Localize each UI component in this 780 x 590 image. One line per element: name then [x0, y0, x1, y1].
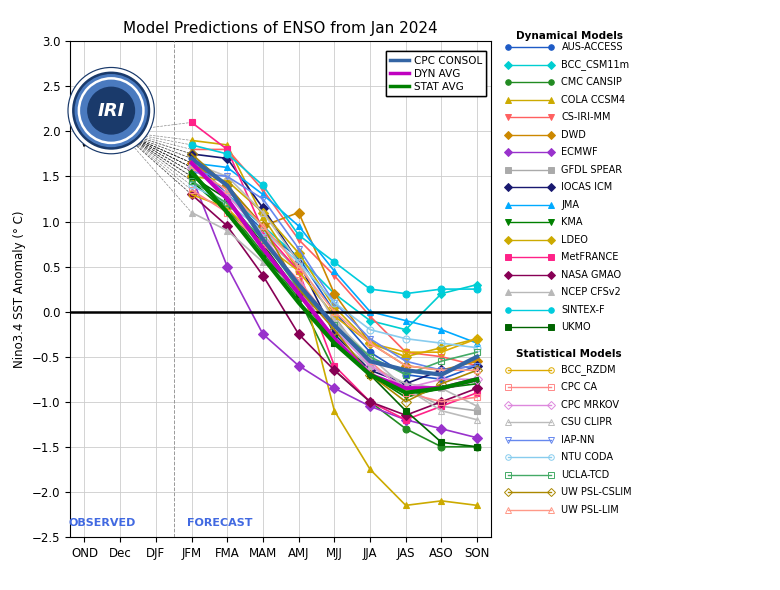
Text: Dynamical Models: Dynamical Models: [516, 31, 623, 41]
Text: UKMO: UKMO: [562, 323, 591, 333]
Title: Model Predictions of ENSO from Jan 2024: Model Predictions of ENSO from Jan 2024: [123, 21, 438, 36]
Y-axis label: Nino3.4 SST Anomaly (° C): Nino3.4 SST Anomaly (° C): [13, 211, 27, 368]
Text: UW PSL-LIM: UW PSL-LIM: [562, 505, 619, 515]
Circle shape: [68, 68, 154, 153]
Text: UCLA-TCD: UCLA-TCD: [562, 470, 610, 480]
Text: MetFRANCE: MetFRANCE: [562, 253, 619, 263]
Legend: CPC CONSOL, DYN AVG, STAT AVG: CPC CONSOL, DYN AVG, STAT AVG: [385, 51, 486, 96]
Text: GFDL SPEAR: GFDL SPEAR: [562, 165, 622, 175]
Text: OBSERVED: OBSERVED: [69, 519, 136, 529]
Text: UW PSL-CSLIM: UW PSL-CSLIM: [562, 487, 632, 497]
Text: CPC MRKOV: CPC MRKOV: [562, 399, 619, 409]
Text: ECMWF: ECMWF: [562, 148, 598, 157]
Text: AUS-ACCESS: AUS-ACCESS: [562, 42, 623, 52]
Text: LDEO: LDEO: [562, 235, 588, 245]
Text: BCC_CSM11m: BCC_CSM11m: [562, 59, 629, 70]
Text: IOCAS ICM: IOCAS ICM: [562, 182, 613, 192]
Text: FORECAST: FORECAST: [187, 519, 253, 529]
Text: NCEP CFSv2: NCEP CFSv2: [562, 287, 621, 297]
Text: BCC_RZDM: BCC_RZDM: [562, 364, 616, 375]
Text: IRI: IRI: [98, 101, 125, 120]
Text: JMA: JMA: [562, 200, 580, 210]
Text: NASA GMAO: NASA GMAO: [562, 270, 622, 280]
Circle shape: [88, 87, 134, 134]
Text: CS-IRI-MM: CS-IRI-MM: [562, 112, 611, 122]
Text: NTU CODA: NTU CODA: [562, 452, 613, 462]
Text: CSU CLIPR: CSU CLIPR: [562, 417, 612, 427]
Text: IAP-NN: IAP-NN: [562, 435, 595, 445]
Text: Statistical Models: Statistical Models: [516, 349, 622, 359]
Text: COLA CCSM4: COLA CCSM4: [562, 94, 626, 104]
Text: SINTEX-F: SINTEX-F: [562, 305, 605, 315]
Circle shape: [76, 75, 147, 146]
Text: DWD: DWD: [562, 130, 587, 140]
Text: CPC CA: CPC CA: [562, 382, 597, 392]
Text: CMC CANSIP: CMC CANSIP: [562, 77, 622, 87]
Text: KMA: KMA: [562, 217, 583, 227]
